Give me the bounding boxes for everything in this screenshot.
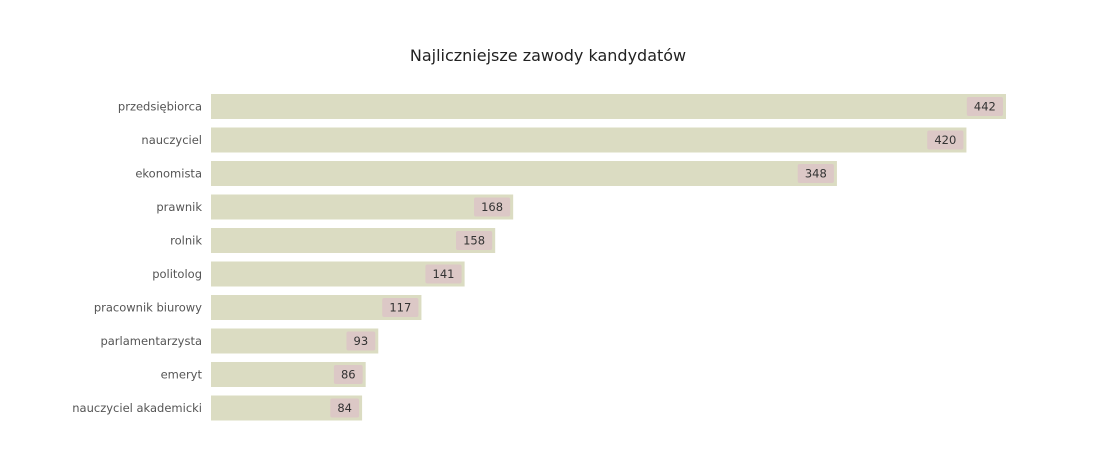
data-label: 84	[337, 401, 352, 415]
bar-group: przedsiębiorca 442	[118, 94, 1006, 119]
data-label-background	[473, 197, 511, 217]
data-label: 158	[463, 234, 485, 248]
bar[interactable]	[211, 194, 514, 220]
data-label: 442	[974, 100, 996, 114]
bar[interactable]	[211, 228, 496, 253]
data-label-background	[797, 164, 834, 183]
category-label: przedsiębiorca	[118, 100, 202, 114]
bar-group: politolog 141	[152, 261, 465, 287]
data-label: 420	[934, 133, 956, 147]
data-label-background	[382, 298, 419, 317]
bar-group: parlamentarzysta 93	[100, 328, 379, 354]
data-label-background	[455, 231, 493, 250]
data-label: 168	[481, 200, 503, 214]
data-label-background	[966, 97, 1003, 116]
category-label: emeryt	[161, 368, 203, 382]
data-label-background	[927, 130, 964, 150]
category-label: nauczyciel akademicki	[72, 401, 202, 415]
bar[interactable]	[211, 261, 465, 287]
data-label-background	[346, 331, 376, 351]
category-label: prawnik	[156, 200, 202, 214]
data-label-background	[330, 398, 360, 418]
category-label: pracownik biurowy	[94, 301, 202, 315]
data-label: 141	[433, 267, 455, 281]
bar-group: pracownik biurowy 117	[94, 295, 422, 320]
data-label: 86	[341, 368, 356, 382]
data-label: 348	[805, 167, 827, 181]
category-label: rolnik	[170, 234, 202, 248]
bar-group: nauczyciel akademicki 84	[72, 395, 363, 421]
category-label: parlamentarzysta	[100, 334, 202, 348]
data-label: 117	[389, 301, 411, 315]
chart-title: Najliczniejsze zawody kandydatów	[409, 46, 687, 65]
bar-group: prawnik 168	[156, 194, 514, 220]
bar[interactable]	[211, 127, 967, 153]
data-label: 93	[354, 334, 369, 348]
bar-group: emeryt 86	[161, 362, 366, 387]
bar[interactable]	[211, 161, 837, 186]
category-label: ekonomista	[135, 167, 202, 181]
data-label-background	[425, 264, 462, 284]
bar-group: ekonomista 348	[135, 161, 837, 186]
category-label: nauczyciel	[141, 133, 202, 147]
category-label: politolog	[152, 267, 202, 281]
bar-group: nauczyciel 420	[141, 127, 967, 153]
bar-group: rolnik 158	[170, 228, 496, 253]
bar[interactable]	[211, 94, 1006, 119]
data-label-background	[333, 365, 363, 384]
